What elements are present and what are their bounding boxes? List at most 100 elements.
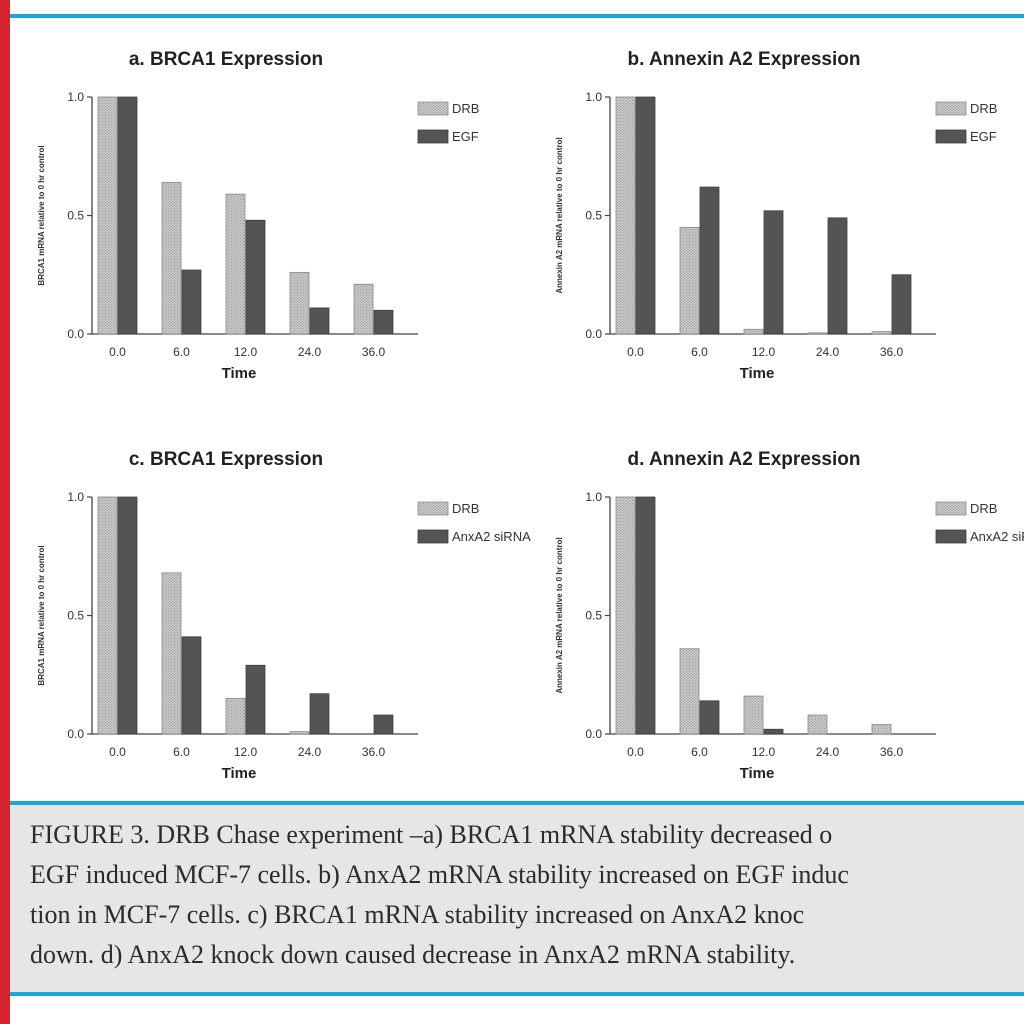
y-tick-label: 0.0	[67, 327, 84, 341]
legend-swatch-drb	[935, 101, 967, 116]
legend-label: DRB	[970, 101, 997, 116]
x-tick-label: 12.0	[234, 745, 258, 759]
bar-treatment	[245, 664, 266, 735]
chart-title: b. Annexin A2 Expression	[628, 49, 861, 70]
bar-treatment	[763, 210, 784, 335]
x-tick-label: 36.0	[362, 745, 386, 759]
chart-panel-c: c. BRCA1 Expression 0.0 0.5 1.0 BRCA1 mRNA r…	[37, 449, 531, 782]
bar-drb	[743, 695, 764, 735]
legend-swatch-treatment	[935, 529, 967, 544]
bar-treatment	[181, 269, 202, 335]
bar-drb	[615, 496, 636, 735]
bar-drb	[97, 496, 118, 735]
bar-treatment	[635, 96, 656, 335]
x-tick-label: 36.0	[880, 745, 904, 759]
legend-label: DRB	[970, 501, 997, 516]
x-tick-label: 6.0	[173, 745, 190, 759]
x-tick-label: 6.0	[691, 745, 708, 759]
y-tick-label: 0.0	[585, 727, 602, 741]
y-axis-label: Annexin A2 mRNA relative to 0 hr control	[555, 537, 564, 693]
y-tick-label: 0.0	[67, 727, 84, 741]
legend-swatch-drb	[417, 501, 449, 516]
y-tick-label: 0.5	[585, 209, 602, 223]
bar-drb	[807, 714, 828, 735]
y-tick-label: 0.5	[585, 609, 602, 623]
left-accent-bar	[0, 0, 10, 1024]
bar-treatment	[699, 186, 720, 335]
x-tick-label: 12.0	[234, 345, 258, 359]
y-tick-label: 1.0	[585, 90, 602, 104]
bar-drb	[615, 96, 636, 335]
x-tick-label: 12.0	[752, 345, 776, 359]
bar-treatment	[763, 728, 784, 735]
bar-treatment	[309, 693, 330, 735]
legend-swatch-drb	[417, 101, 449, 116]
x-tick-label: 24.0	[816, 745, 840, 759]
bar-treatment	[117, 96, 138, 335]
caption-top-border	[10, 801, 1024, 805]
caption-line-1: FIGURE 3. DRB Chase experiment –a) BRCA1…	[30, 820, 833, 849]
bar-drb	[871, 331, 892, 335]
bar-drb	[807, 332, 828, 335]
chart-title: c. BRCA1 Expression	[129, 449, 323, 470]
legend-label: DRB	[452, 101, 479, 116]
x-tick-label: 36.0	[880, 345, 904, 359]
legend-swatch-treatment	[935, 129, 967, 144]
bar-treatment	[245, 219, 266, 335]
bar-drb	[743, 328, 764, 335]
bar-treatment	[309, 307, 330, 335]
x-tick-label: 0.0	[627, 745, 644, 759]
bar-drb	[289, 271, 310, 335]
bar-drb	[679, 648, 700, 735]
x-tick-label: 24.0	[816, 345, 840, 359]
y-tick-label: 0.5	[67, 209, 84, 223]
chart-title: a. BRCA1 Expression	[129, 49, 323, 70]
bar-treatment	[373, 309, 394, 335]
bar-treatment	[117, 496, 138, 735]
bottom-border	[10, 992, 1024, 996]
bar-drb	[225, 193, 246, 335]
x-axis-label: Time	[740, 365, 775, 382]
top-border	[10, 14, 1024, 18]
chart-panel-d: d. Annexin A2 Expression 0.0 0.5 1.0 Annexin…	[555, 449, 1024, 782]
x-axis-label: Time	[740, 765, 775, 782]
x-tick-label: 24.0	[298, 345, 322, 359]
y-axis-label: BRCA1 mRNA relative to 0 hr control	[37, 545, 46, 685]
x-axis-label: Time	[222, 765, 257, 782]
x-tick-label: 0.0	[109, 345, 126, 359]
bar-drb	[161, 572, 182, 735]
bar-drb	[871, 724, 892, 735]
bar-drb	[225, 698, 246, 735]
bar-drb	[353, 283, 374, 335]
bar-drb	[679, 226, 700, 335]
legend-swatch-treatment	[417, 529, 449, 544]
y-tick-label: 1.0	[67, 90, 84, 104]
bar-treatment	[635, 496, 656, 735]
chart-panel-a: a. BRCA1 Expression 0.0 0.5 1.0 BRCA1 mRNA r…	[37, 49, 479, 382]
y-tick-label: 0.0	[585, 327, 602, 341]
caption-line-3: tion in MCF-7 cells. c) BRCA1 mRNA stabi…	[30, 900, 805, 929]
chart-title: d. Annexin A2 Expression	[628, 449, 861, 470]
caption-line-4: down. d) AnxA2 knock down caused decreas…	[30, 940, 796, 969]
x-tick-label: 24.0	[298, 745, 322, 759]
legend-swatch-drb	[935, 501, 967, 516]
legend-label: EGF	[452, 129, 479, 144]
legend-label: AnxA2 siRNA	[970, 529, 1024, 544]
figure-caption: FIGURE 3. DRB Chase experiment –a) BRCA1…	[30, 815, 1024, 975]
legend-label: AnxA2 siRNA	[452, 529, 531, 544]
bar-drb	[161, 181, 182, 335]
x-axis-label: Time	[222, 365, 257, 382]
bar-treatment	[827, 217, 848, 335]
legend-label: DRB	[452, 501, 479, 516]
legend-label: EGF	[970, 129, 997, 144]
bar-treatment	[891, 274, 912, 335]
caption-line-2: EGF induced MCF-7 cells. b) AnxA2 mRNA s…	[30, 860, 849, 889]
legend-swatch-treatment	[417, 129, 449, 144]
x-tick-label: 6.0	[691, 345, 708, 359]
caption-box	[10, 805, 1024, 992]
chart-panel-b: b. Annexin A2 Expression 0.0 0.5 1.0 Annexin…	[555, 49, 997, 382]
bar-drb	[289, 731, 310, 735]
y-tick-label: 0.5	[67, 609, 84, 623]
x-tick-label: 36.0	[362, 345, 386, 359]
bar-treatment	[699, 700, 720, 735]
